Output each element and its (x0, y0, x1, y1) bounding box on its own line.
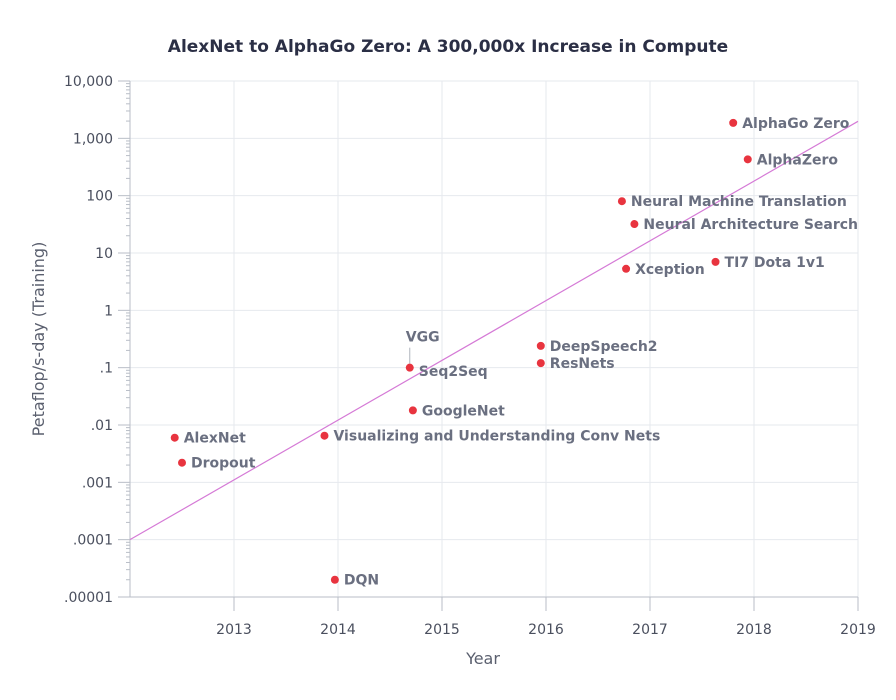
point-alexnet (170, 433, 179, 442)
point-dqn (330, 575, 339, 584)
x-tick-label: 2015 (424, 622, 460, 638)
x-tick-label: 2016 (528, 622, 564, 638)
y-axis-label: Petaflop/s-day (Training) (29, 242, 48, 437)
y-tick-label: .1 (100, 361, 113, 377)
y-tick-label: .001 (82, 475, 113, 491)
point-label-alphazero: AlphaZero (757, 152, 839, 168)
point-label-googlenet: GoogleNet (422, 403, 505, 419)
point-label-alphago-zero: AlphaGo Zero (742, 116, 850, 132)
point-label-ti7-dota-1v1: TI7 Dota 1v1 (725, 255, 825, 271)
point-alphazero (743, 155, 752, 164)
point-resnets (536, 359, 545, 368)
y-tick-label: 1,000 (73, 131, 113, 147)
trend-line (129, 120, 859, 541)
y-tick-label: 100 (86, 189, 113, 205)
point-label-dqn: DQN (344, 573, 379, 589)
x-tick-label: 2014 (320, 622, 356, 638)
point-label-neural-machine-translation: Neural Machine Translation (631, 194, 847, 210)
point-neural-machine-translation (617, 197, 626, 206)
point-label-visualizing-and-understanding-conv-nets: Visualizing and Understanding Conv Nets (333, 429, 660, 445)
y-tick-label: .0001 (73, 533, 113, 549)
y-tick-label: 10 (95, 246, 113, 262)
x-tick-label: 2018 (736, 622, 772, 638)
point-label-dropout: Dropout (191, 456, 256, 472)
point-visualizing-and-understanding-conv-nets (320, 431, 329, 440)
point-dropout (178, 458, 186, 467)
x-tick-label: 2019 (840, 622, 876, 638)
point-label-vgg: VGG (406, 330, 440, 346)
point-label-xception: Xception (635, 262, 705, 278)
point-label-neural-architecture-search: Neural Architecture Search (643, 217, 858, 233)
point-label-resnets: ResNets (550, 356, 615, 372)
x-tick-label: 2017 (632, 622, 668, 638)
point-xception (622, 264, 631, 273)
y-tick-label: .01 (91, 418, 113, 434)
y-tick-label: 1 (104, 303, 113, 319)
chart-title: AlexNet to AlphaGo Zero: A 300,000x Incr… (168, 37, 728, 57)
x-axis-label: Year (465, 649, 500, 668)
axes: 10,000 1,000 100 10 1 .1 .01 .001 .0001 .00001 201… (64, 74, 876, 638)
point-neural-architecture-search (630, 220, 639, 229)
y-tick-label: .00001 (64, 590, 113, 606)
y-tick-label: 10,000 (64, 74, 113, 90)
point-deepspeech2 (536, 341, 545, 350)
x-tick-label: 2013 (216, 622, 252, 638)
point-ti7-dota-1v1 (711, 257, 720, 266)
trend-line-group (129, 120, 859, 541)
point-label-deepspeech2: DeepSpeech2 (550, 339, 658, 355)
point-alphago-zero (729, 118, 738, 127)
point-label-seq2seq: Seq2Seq (419, 364, 488, 380)
grid (130, 80, 859, 598)
point-label-alexnet: AlexNet (184, 431, 246, 447)
point-googlenet (408, 406, 417, 415)
data-points: AlexNet Dropout DQN Visualizing and Underst… (170, 116, 858, 589)
point-vgg (405, 363, 414, 372)
